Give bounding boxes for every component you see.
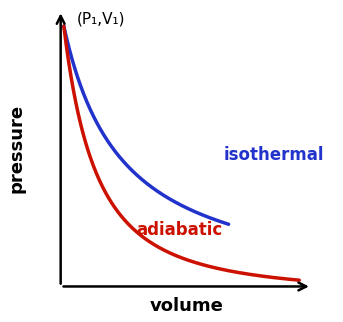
- Text: (P₁,V₁): (P₁,V₁): [76, 11, 125, 26]
- Text: isothermal: isothermal: [224, 146, 324, 164]
- Text: pressure: pressure: [8, 104, 26, 193]
- Text: adiabatic: adiabatic: [136, 221, 222, 239]
- Text: volume: volume: [149, 297, 223, 315]
